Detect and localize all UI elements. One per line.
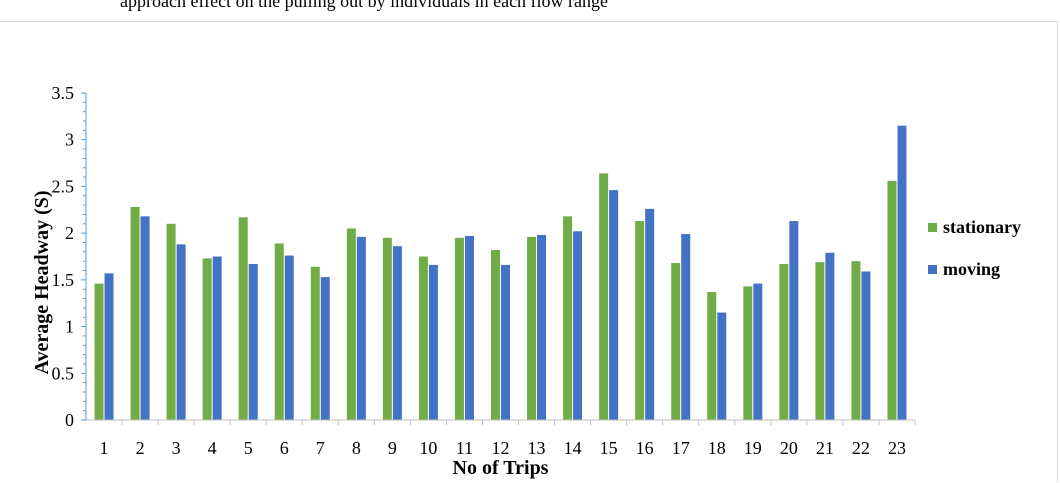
bar-stationary-13 [527, 236, 537, 420]
legend-swatch-moving [928, 264, 937, 274]
y-ticks-group: 0 0.5 1 1.5 2 2.5 3 3.5 [52, 83, 86, 430]
bar-moving-3 [176, 244, 186, 420]
bar-moving-13 [537, 235, 547, 420]
bar-moving-20 [789, 220, 799, 420]
x-tick-label: 13 [528, 438, 546, 458]
bar-stationary-21 [815, 262, 825, 420]
bar-moving-14 [573, 231, 583, 420]
bar-moving-23 [897, 125, 907, 420]
legend: stationary moving [928, 217, 1021, 301]
x-tick-label: 20 [780, 438, 798, 458]
x-tick-label: 17 [672, 438, 690, 458]
x-tick-label: 2 [136, 438, 145, 458]
x-tick-label: 21 [816, 438, 834, 458]
bar-moving-21 [825, 252, 835, 420]
x-tick-label: 9 [388, 438, 397, 458]
bar-moving-19 [753, 283, 763, 420]
x-tick-label: 14 [564, 438, 582, 458]
x-tick-label: 11 [456, 438, 473, 458]
bar-stationary-12 [491, 249, 500, 420]
bar-moving-7 [320, 277, 330, 420]
y-tick-label: 2.5 [52, 176, 75, 196]
top-caption: approach effect on the pulling out by in… [0, 0, 1060, 14]
bar-moving-22 [861, 271, 871, 420]
x-tick-label: 1 [100, 438, 109, 458]
legend-swatch-stationary [928, 222, 937, 232]
chart-frame [0, 21, 1058, 482]
bar-stationary-9 [382, 237, 392, 420]
bar-stationary-7 [310, 266, 320, 420]
bar-stationary-3 [166, 223, 176, 420]
legend-item-moving: moving [928, 259, 1021, 279]
bar-moving-4 [212, 256, 222, 420]
x-tick-label: 15 [600, 438, 618, 458]
bar-moving-8 [356, 236, 366, 420]
bar-moving-1 [104, 273, 114, 420]
x-tick-label: 18 [708, 438, 726, 458]
y-tick-label: 0 [65, 410, 74, 430]
bars-group [94, 125, 907, 420]
bar-moving-11 [464, 235, 474, 420]
bar-moving-17 [681, 234, 691, 420]
bar-stationary-5 [238, 217, 248, 420]
x-tick-label: 7 [316, 438, 325, 458]
x-tick-label: 19 [744, 438, 762, 458]
bar-stationary-6 [274, 243, 284, 420]
x-tick-label: 12 [492, 438, 510, 458]
x-axis-title: No of Trips [453, 457, 549, 479]
bar-stationary-1 [94, 283, 104, 420]
bar-moving-10 [428, 264, 438, 420]
x-tick-label: 6 [280, 438, 289, 458]
bar-stationary-14 [563, 216, 573, 420]
legend-item-stationary: stationary [928, 217, 1021, 237]
bar-stationary-18 [707, 292, 717, 420]
x-tick-label: 10 [419, 438, 437, 458]
legend-label-stationary: stationary [943, 216, 1021, 237]
legend-label-moving: moving [943, 258, 1001, 279]
bar-stationary-8 [346, 228, 356, 420]
x-tick-label: 22 [852, 438, 870, 458]
bar-moving-6 [284, 255, 294, 420]
bar-stationary-4 [202, 258, 212, 420]
bar-stationary-22 [851, 261, 861, 420]
bar-moving-15 [609, 190, 619, 420]
x-ticks-group: 1 2 3 4 5 6 7 8 9 10 11 12 13 14 15 16 17 18 19 20 21 22 23 [100, 420, 916, 458]
y-tick-label: 1 [65, 317, 74, 337]
y-tick-label: 3 [65, 130, 74, 150]
bar-moving-5 [248, 263, 258, 420]
bar-moving-2 [140, 216, 150, 420]
x-tick-label: 3 [172, 438, 181, 458]
bar-stationary-10 [418, 256, 428, 420]
bar-moving-16 [645, 208, 655, 420]
bar-moving-9 [392, 246, 402, 420]
bar-stationary-15 [599, 173, 609, 420]
y-tick-label: 2 [65, 223, 74, 243]
bar-stationary-19 [743, 286, 753, 420]
bar-moving-12 [501, 264, 510, 420]
caption-text: approach effect on the pulling out by in… [120, 0, 609, 11]
x-tick-label: 4 [208, 438, 217, 458]
x-tick-label: 23 [888, 438, 906, 458]
bar-stationary-2 [130, 206, 140, 420]
bar-stationary-16 [635, 220, 645, 420]
bar-stationary-23 [887, 180, 897, 420]
x-tick-label: 8 [352, 438, 361, 458]
y-tick-label: 0.5 [52, 363, 75, 383]
y-tick-label: 1.5 [52, 270, 75, 290]
bar-moving-18 [717, 312, 727, 420]
y-axis-title: Average Headway (S) [31, 190, 53, 374]
x-tick-label: 5 [244, 438, 253, 458]
bar-stationary-17 [671, 263, 681, 420]
bar-stationary-20 [779, 263, 789, 420]
bar-stationary-11 [454, 237, 464, 420]
x-tick-label: 16 [636, 438, 654, 458]
y-tick-label: 3.5 [52, 83, 75, 103]
